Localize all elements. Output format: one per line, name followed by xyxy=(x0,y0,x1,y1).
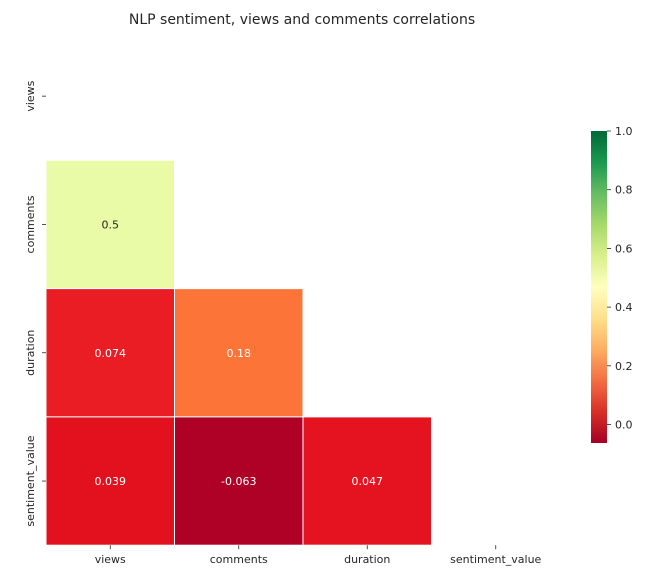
colorbar-tick-label: 0.2 xyxy=(615,360,633,373)
cell-value-label-sentiment-value-comments: -0.063 xyxy=(221,475,256,488)
heatmap-cell-sentiment-value-views xyxy=(45,416,175,546)
cell-value-label-duration-views: 0.074 xyxy=(95,347,127,360)
y-tick-label-duration: duration xyxy=(24,330,37,376)
cell-value-label-comments-views: 0.5 xyxy=(102,218,120,231)
cell-value-label-sentiment-value-views: 0.039 xyxy=(95,475,127,488)
x-axis: views comments duration sentiment_value xyxy=(95,545,542,566)
x-tick-label-views: views xyxy=(95,553,126,566)
colorbar-gradient xyxy=(591,131,607,443)
cell-value-label-sentiment-value-duration: 0.047 xyxy=(352,475,384,488)
heatmap-cell-duration-views xyxy=(45,288,175,418)
cell-value-label-duration-comments: 0.18 xyxy=(227,347,252,360)
x-tick-label-duration: duration xyxy=(344,553,390,566)
heatmap-cells: 0.5 0.074 0.18 0.039 -0.063 0.047 xyxy=(45,159,432,546)
colorbar-tick-label: 0.8 xyxy=(615,184,633,197)
colorbar: 0.0 0.2 0.4 0.6 0.8 1.0 xyxy=(591,125,633,443)
y-tick-label-sentiment-value: sentiment_value xyxy=(24,435,37,526)
heatmap-cell-comments-views xyxy=(45,159,175,290)
heatmap-cell-sentiment-value-comments xyxy=(174,416,304,546)
colorbar-tick-label: 1.0 xyxy=(615,125,633,138)
x-tick-label-sentiment-value: sentiment_value xyxy=(450,553,541,566)
y-tick-label-views: views xyxy=(24,80,37,111)
y-tick-label-comments: comments xyxy=(24,195,37,253)
y-axis: views comments duration sentiment_value xyxy=(24,80,46,527)
colorbar-tick-label: 0.0 xyxy=(615,419,633,432)
colorbar-tick-label: 0.4 xyxy=(615,301,633,314)
x-tick-label-comments: comments xyxy=(210,553,268,566)
chart-title: NLP sentiment, views and comments correl… xyxy=(129,12,475,28)
colorbar-tick-label: 0.6 xyxy=(615,242,633,255)
heatmap-cell-sentiment-value-duration xyxy=(302,416,432,546)
heatmap-cell-duration-comments xyxy=(174,288,304,418)
